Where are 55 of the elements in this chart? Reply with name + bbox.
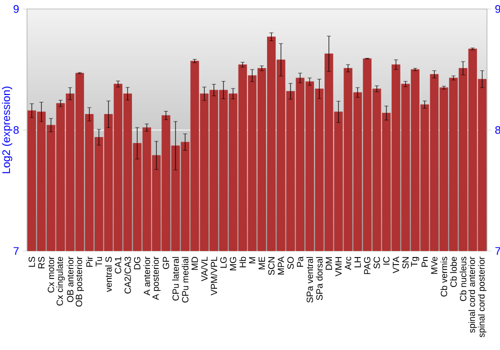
x-tick-label: ME [258,256,265,270]
x-tick-label: A posterior [152,256,161,300]
x-tick-label: VA/VL [200,256,208,282]
x-tick-label: Tu [96,257,102,266]
x-tick-label: VTA [392,256,400,274]
x-tick-label: MPA [278,256,284,275]
y2-tick-label: 8 [495,126,500,134]
x-tick-label: PAG [364,257,370,274]
x-tick-label: Pn [422,257,428,267]
x-tick-label: OB anterior [66,256,74,302]
x-tick-label: Cx cingulate [56,256,65,306]
x-tick-label: spinal cord posterior [478,256,486,338]
x-tick-label: Cb vermis [440,256,448,297]
x-tick-label: Arc [344,256,352,270]
x-tick-label: Cx motor [48,256,54,293]
x-tick-label: SPa dorsal [316,257,323,300]
x-tick-label: LS [28,256,35,267]
x-tick-label: CPu lateral [172,257,179,301]
x-tick-label: SC [374,256,380,269]
x-tick-label: ventral S [105,256,112,292]
x-tick-label: MD [192,256,198,270]
x-tick-label: RS [38,256,45,268]
x-tick-label: Pir [86,256,93,267]
y-tick-label: 7 [14,247,19,255]
y-axis-title: Log2 (expression) [2,86,12,174]
x-tick-label: Cb lobe [450,256,457,288]
x-tick-label: CA2/CA3 [124,256,131,294]
x-tick-label: GP [162,256,170,270]
x-tick-label: CA1 [114,256,122,274]
x-tick-label: CPu medial [182,257,188,303]
x-tick-label: MVe [431,256,438,274]
y-tick-label: 8 [14,126,19,134]
x-tick-label: VMH [335,257,342,276]
x-tick-label: spinal cord anterior [468,256,477,333]
x-tick-label: VPM/VPL [210,256,218,296]
x-tick-label: A anterior [143,256,150,296]
x-tick-label: M [249,257,256,264]
x-tick-label: Tg [411,257,420,267]
x-tick-label: DM [326,257,332,270]
x-tick-label: Hb [239,256,246,268]
x-tick-label: LH [354,257,361,268]
x-tick-label: OB posterior [76,256,84,307]
x-tick-label: Pa [296,256,304,267]
x-tick-label: SCN [268,257,275,276]
x-tick-label: MG [230,257,236,270]
y2-tick-label: 9 [495,5,500,13]
y-tick-label: 9 [14,5,19,13]
x-tick-label: SO [287,256,294,270]
x-tick-label: Cb nucleus [460,256,466,302]
x-tick-label: LG [220,257,227,268]
x-tick-label: SN [402,257,409,269]
x-tick-label: SPa ventral [306,257,314,303]
x-tick-label: DG [134,257,140,270]
x-tick-label: IC [383,256,390,265]
y2-tick-label: 7 [495,247,500,255]
